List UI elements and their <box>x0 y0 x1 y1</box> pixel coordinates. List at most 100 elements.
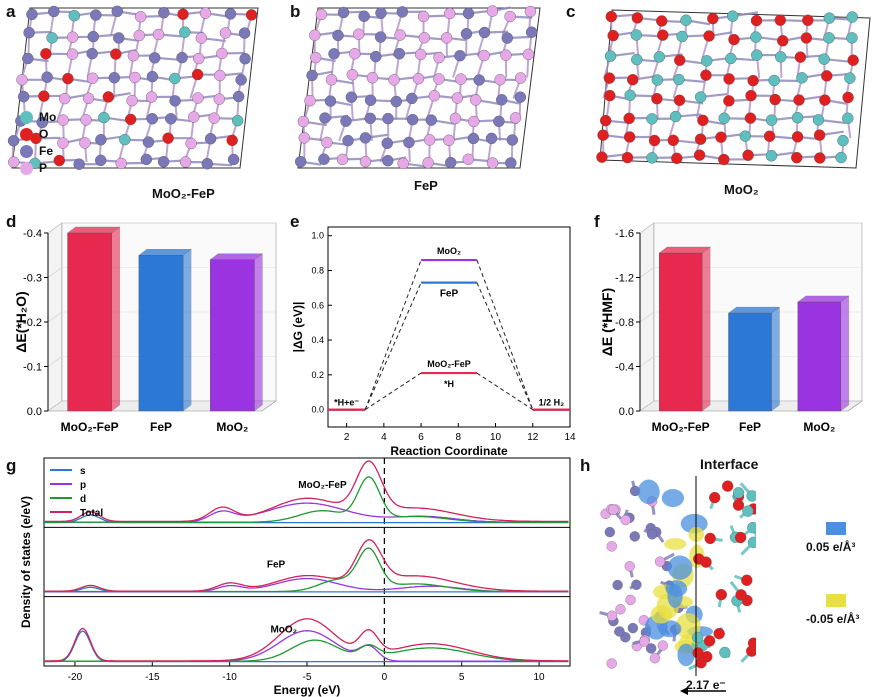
atom <box>791 131 804 143</box>
atom <box>604 89 616 102</box>
atom <box>126 94 138 107</box>
panel-label-f: f <box>594 212 600 231</box>
atom <box>486 5 499 17</box>
caption-c: MoO₂ <box>724 182 759 197</box>
chart-e: 0.0 0.2 0.4 0.6 0.8 1.0 2 4 6 8 10 12 14 Reaction Coo… <box>291 226 576 455</box>
atom <box>336 153 349 166</box>
panel-label-c: c <box>566 2 576 21</box>
atom <box>162 132 174 144</box>
atom <box>842 91 854 104</box>
atom <box>214 69 226 82</box>
atom <box>607 29 619 42</box>
bar-top <box>209 253 264 260</box>
dos-curve-total <box>44 460 569 523</box>
state-label: *H+e⁻ <box>334 398 359 408</box>
y-tick-label: -1.6 <box>615 228 634 240</box>
atom <box>306 69 318 82</box>
atom <box>630 29 643 41</box>
atom <box>176 51 188 64</box>
atom <box>111 5 123 18</box>
atom <box>623 131 636 143</box>
atom <box>494 74 506 86</box>
atom <box>742 505 754 517</box>
chart-d: 0.0 -0.1 -0.2 -0.3 -0.4 MoO₂-FeP FeP MoO₂ ΔE(*H₂… <box>13 222 277 434</box>
gridline <box>639 222 655 234</box>
atom <box>142 136 155 148</box>
atom <box>433 73 445 85</box>
atom <box>110 48 122 60</box>
atom <box>62 72 74 85</box>
bar <box>797 301 842 412</box>
atom <box>36 116 48 129</box>
atom <box>179 156 192 168</box>
panel-label-b: b <box>290 2 301 21</box>
atom <box>728 33 740 46</box>
dos-curve-total <box>44 618 569 662</box>
atom <box>777 35 789 47</box>
atom <box>201 158 214 170</box>
atom <box>226 134 238 147</box>
bar <box>728 312 772 412</box>
atom <box>417 10 430 23</box>
atom <box>191 68 204 81</box>
atom <box>134 11 147 23</box>
plot-frame <box>327 226 571 428</box>
atom <box>388 74 400 86</box>
atom <box>734 531 747 544</box>
atom-dot-icon <box>20 161 33 175</box>
legend-label: s <box>80 466 86 477</box>
atom <box>657 640 668 651</box>
atom <box>669 110 682 123</box>
atom <box>188 111 200 123</box>
atom <box>454 49 466 62</box>
atom <box>59 92 71 105</box>
atom <box>396 6 409 18</box>
atom <box>199 7 212 19</box>
bar-side <box>840 295 850 412</box>
atom <box>129 71 141 84</box>
atom <box>119 133 131 146</box>
atom <box>599 114 612 127</box>
atom <box>747 536 756 548</box>
atom <box>814 152 826 164</box>
atom <box>726 10 739 22</box>
crystal-structures <box>7 5 871 170</box>
atom <box>68 9 81 22</box>
chart-f: 0.0 -0.4 -0.8 -1.2 -1.6 MoO₂-FeP FeP MoO₂ ΔE (*H… <box>599 222 863 434</box>
atom <box>621 151 634 164</box>
atom <box>294 155 307 168</box>
atom <box>646 152 658 164</box>
atom <box>751 49 763 61</box>
gridline <box>639 311 655 323</box>
atom <box>403 136 415 149</box>
x-tick-label: 5 <box>459 672 465 683</box>
series-label: FeP <box>440 289 459 300</box>
atom <box>750 14 763 27</box>
caption-b: FeP <box>414 178 438 193</box>
series-label: MoO₂ <box>437 246 461 256</box>
x-tick-label: 2 <box>344 432 350 443</box>
atom <box>158 6 170 19</box>
atom <box>648 134 661 147</box>
atom <box>328 48 340 60</box>
atom <box>40 48 52 60</box>
atom <box>451 92 464 104</box>
panel-label-d: d <box>6 212 17 231</box>
legend-label: Total <box>80 508 103 519</box>
atom <box>823 12 836 24</box>
atom <box>315 8 328 21</box>
atom <box>620 514 631 526</box>
atom <box>624 561 635 572</box>
y-axis-label: ΔE (*HMF) <box>599 288 615 356</box>
atom <box>647 529 658 540</box>
atom <box>208 112 220 124</box>
y-tick-label: 0.0 <box>27 406 42 418</box>
atom <box>82 92 95 105</box>
atom <box>304 95 316 107</box>
atom <box>381 137 393 149</box>
atom <box>631 12 644 24</box>
atom <box>486 157 499 169</box>
atom <box>213 93 225 105</box>
atom <box>680 14 692 26</box>
atom-legend-label: O <box>39 127 49 141</box>
